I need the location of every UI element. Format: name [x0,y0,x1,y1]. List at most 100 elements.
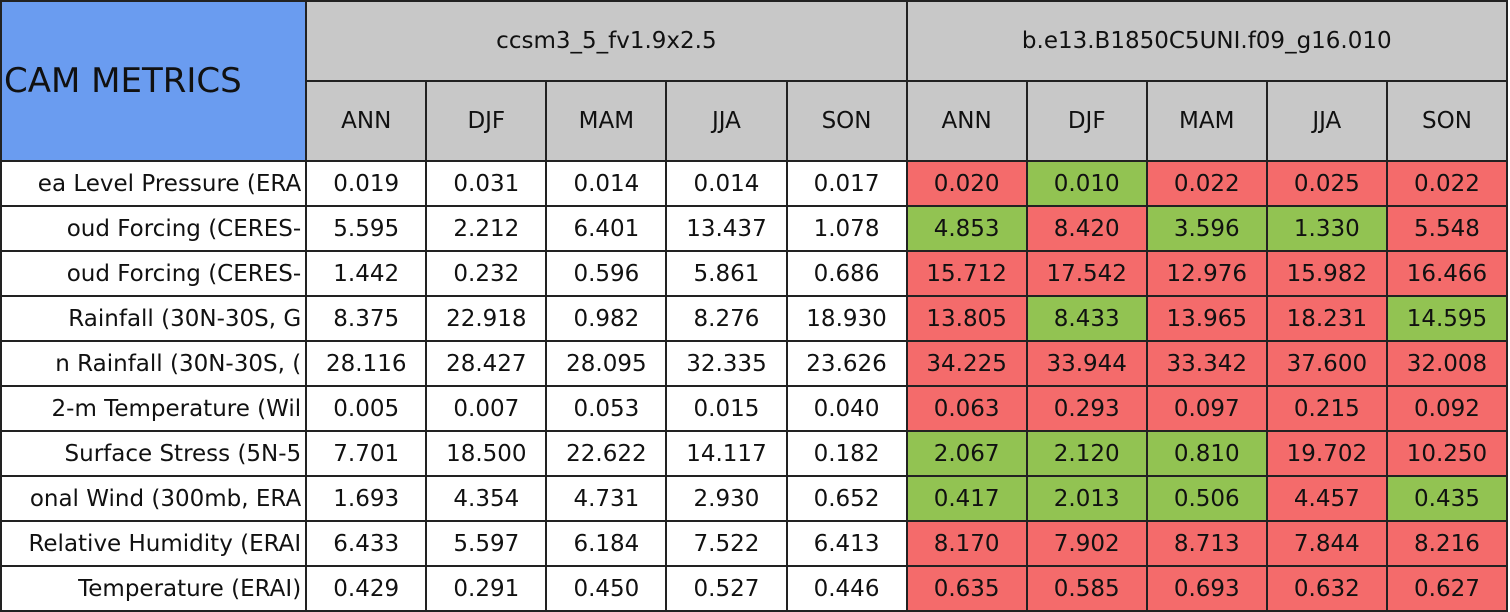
metric-value: 2.930 [665,475,788,522]
metric-value: 0.627 [1385,565,1509,612]
metric-value: 0.429 [305,565,428,612]
metric-value: 8.375 [305,295,428,342]
metric-value: 0.007 [425,385,548,432]
metric-value: 1.442 [305,250,428,297]
metric-value: 0.635 [905,565,1028,612]
metric-value: 5.597 [425,520,548,567]
metric-value: 0.232 [425,250,548,297]
metric-value: 33.342 [1145,340,1268,387]
metric-value: 8.170 [905,520,1028,567]
metric-value: 0.031 [425,160,548,207]
metric-value: 34.225 [905,340,1028,387]
table-title: CAM METRICS [0,0,308,162]
group-header: ccsm3_5_fv1.9x2.5 [305,0,908,82]
metric-value: 8.713 [1145,520,1268,567]
season-header: MAM [545,80,668,162]
metric-value: 0.982 [545,295,668,342]
metric-value: 12.976 [1145,250,1268,297]
metric-value: 0.063 [905,385,1028,432]
metric-row: Rainfall (30N-30S, G 8.375 22.918 0.982 8.27… [0,295,1509,342]
metric-value: 33.944 [1025,340,1148,387]
metric-value: 17.542 [1025,250,1148,297]
metric-row: oud Forcing (CERES- 5.595 2.212 6.401 13.437… [0,205,1509,252]
season-header: ANN [905,80,1028,162]
season-header: DJF [425,80,548,162]
metric-value: 0.005 [305,385,428,432]
season-header-row: ANN DJF MAM JJA SON ANN DJF MAM JJA SON [1,80,1509,162]
metric-value: 22.918 [425,295,548,342]
metric-value: 0.291 [425,565,548,612]
metric-value: 0.435 [1385,475,1509,522]
metric-value: 0.652 [785,475,908,522]
metric-value: 13.437 [665,205,788,252]
season-header: MAM [1145,80,1268,162]
metric-label: 2-m Temperature (Wil [0,385,308,432]
metric-value: 8.216 [1385,520,1509,567]
metric-label: Temperature (ERAI) [0,565,308,612]
metric-value: 2.013 [1025,475,1148,522]
metric-row: oud Forcing (CERES- 1.442 0.232 0.596 5.861 0… [0,250,1509,297]
metric-value: 0.092 [1385,385,1509,432]
metric-label: Rainfall (30N-30S, G [0,295,308,342]
metric-row: Temperature (ERAI) 0.429 0.291 0.450 0.527 0.… [0,565,1509,612]
metric-value: 0.585 [1025,565,1148,612]
metric-value: 0.446 [785,565,908,612]
metric-value: 6.433 [305,520,428,567]
metric-label: n Rainfall (30N-30S, ( [0,340,308,387]
metric-value: 16.466 [1385,250,1509,297]
metric-value: 0.693 [1145,565,1268,612]
metric-value: 18.231 [1265,295,1388,342]
metric-value: 1.330 [1265,205,1388,252]
metric-value: 0.215 [1265,385,1388,432]
group-header-row: CAM METRICS ccsm3_5_fv1.9x2.5 b.e13.B1850C… [0,0,1509,162]
group-header: b.e13.B1850C5UNI.f09_g16.010 [905,0,1509,82]
metric-row: ea Level Pressure (ERA 0.019 0.031 0.014 0.0… [0,160,1509,207]
metric-row: 2-m Temperature (Wil 0.005 0.007 0.053 0.015… [0,385,1509,432]
metric-value: 8.276 [665,295,788,342]
metric-value: 0.810 [1145,430,1268,477]
metric-row: Surface Stress (5N-5 7.701 18.500 22.622 14.… [0,430,1509,477]
metric-value: 0.506 [1145,475,1268,522]
metric-value: 4.457 [1265,475,1388,522]
metric-value: 1.078 [785,205,908,252]
metric-value: 0.014 [665,160,788,207]
metric-value: 28.116 [305,340,428,387]
metric-value: 6.413 [785,520,908,567]
metric-value: 0.019 [305,160,428,207]
metric-value: 0.596 [545,250,668,297]
metric-value: 4.853 [905,205,1028,252]
metric-row: Relative Humidity (ERAI 6.433 5.597 6.184 7.… [0,520,1509,567]
season-header: JJA [1265,80,1388,162]
metric-value: 2.212 [425,205,548,252]
metric-row: n Rainfall (30N-30S, (28.116 28.427 28.095… [0,340,1509,387]
metric-value: 5.595 [305,205,428,252]
metric-value: 0.025 [1265,160,1388,207]
metric-value: 14.117 [665,430,788,477]
metric-value: 2.120 [1025,430,1148,477]
metric-value: 28.427 [425,340,548,387]
metric-value: 13.805 [905,295,1028,342]
metric-label: onal Wind (300mb, ERA [0,475,308,522]
metric-value: 6.184 [545,520,668,567]
metric-value: 3.596 [1145,205,1268,252]
metric-value: 0.686 [785,250,908,297]
metric-value: 0.097 [1145,385,1268,432]
metric-value: 37.600 [1265,340,1388,387]
metric-value: 0.632 [1265,565,1388,612]
metric-value: 1.693 [305,475,428,522]
season-header: SON [785,80,908,162]
season-header: DJF [1025,80,1148,162]
metric-value: 15.712 [905,250,1028,297]
metric-value: 0.182 [785,430,908,477]
metric-value: 0.053 [545,385,668,432]
metric-value: 0.527 [665,565,788,612]
metric-value: 5.548 [1385,205,1509,252]
metric-value: 7.701 [305,430,428,477]
metric-label: oud Forcing (CERES- [0,205,308,252]
metric-label: Relative Humidity (ERAI [0,520,308,567]
metric-value: 0.450 [545,565,668,612]
metric-label: oud Forcing (CERES- [0,250,308,297]
metric-value: 8.433 [1025,295,1148,342]
metric-value: 0.040 [785,385,908,432]
metric-value: 0.010 [1025,160,1148,207]
